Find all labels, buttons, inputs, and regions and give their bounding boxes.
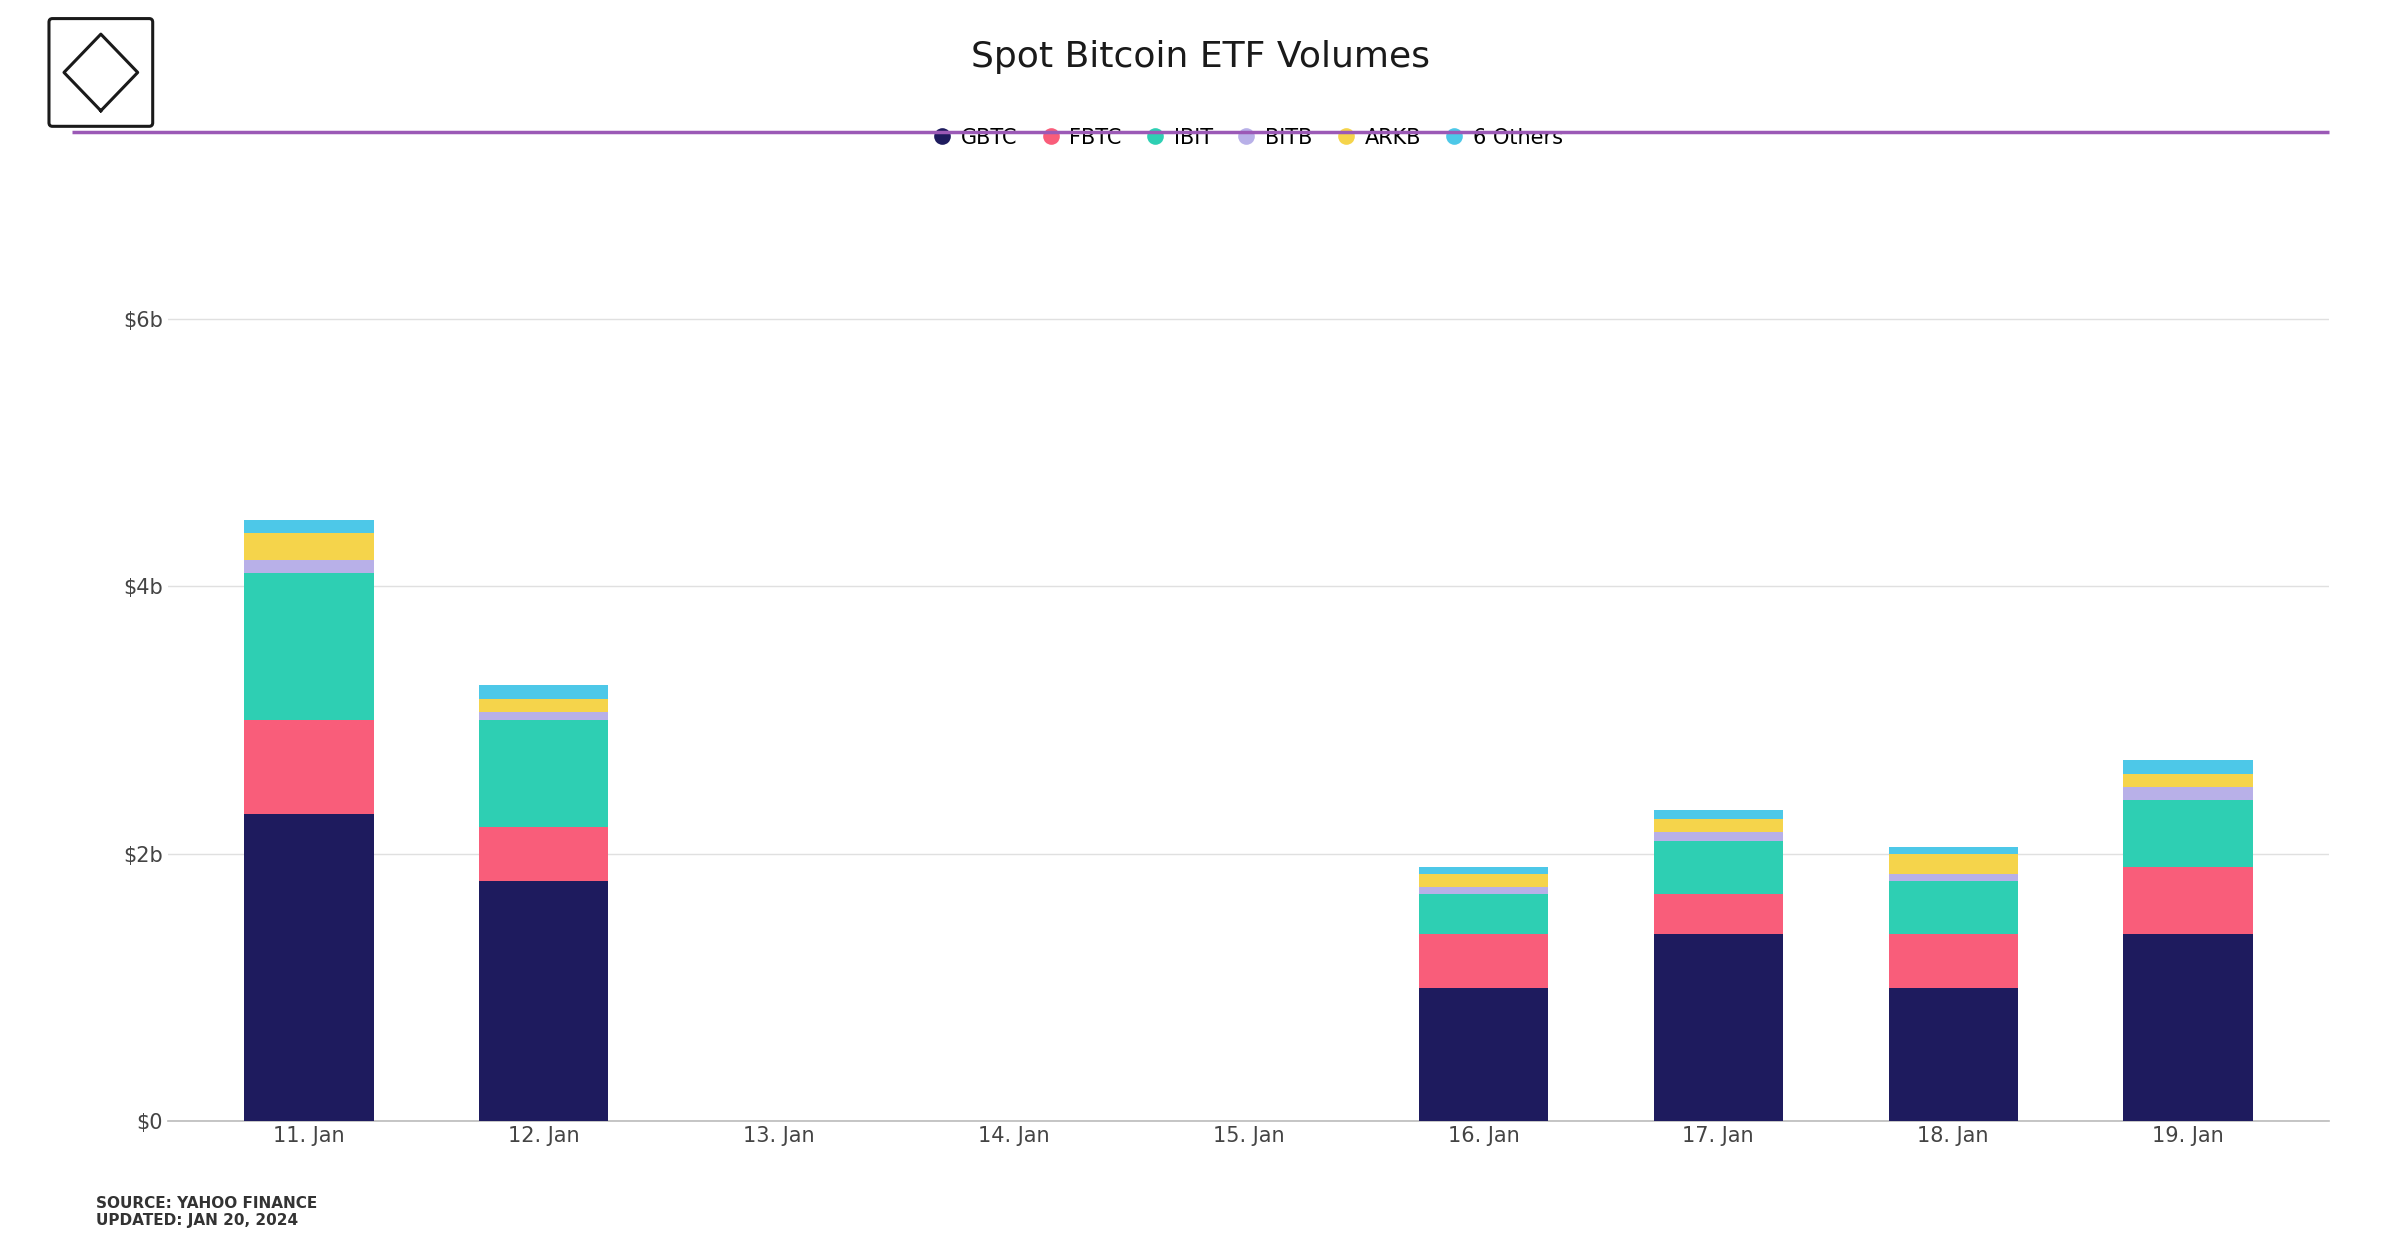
Bar: [1654, 840, 1784, 895]
Bar: [1890, 874, 2017, 881]
Bar: [480, 685, 607, 699]
Bar: [1890, 934, 2017, 988]
Bar: [2122, 774, 2252, 788]
Bar: [1654, 895, 1784, 934]
Bar: [1890, 847, 2017, 854]
Bar: [245, 519, 375, 533]
Text: Spot Bitcoin ETF Volumes: Spot Bitcoin ETF Volumes: [970, 40, 1431, 73]
Bar: [1654, 934, 1784, 1121]
Legend: GBTC, FBTC, IBIT, BITB, ARKB, 6 Others: GBTC, FBTC, IBIT, BITB, ARKB, 6 Others: [934, 127, 1563, 149]
Bar: [2122, 760, 2252, 774]
Bar: [1890, 988, 2017, 1121]
Bar: [1654, 819, 1784, 833]
Bar: [1654, 810, 1784, 819]
Bar: [1890, 854, 2017, 874]
Bar: [1890, 881, 2017, 934]
Bar: [2122, 800, 2252, 867]
Bar: [1419, 895, 1549, 934]
Bar: [2122, 867, 2252, 934]
Bar: [480, 881, 607, 1121]
Bar: [1419, 934, 1549, 988]
Bar: [245, 559, 375, 573]
Bar: [1419, 874, 1549, 887]
Bar: [1419, 867, 1549, 874]
Text: SOURCE: YAHOO FINANCE
UPDATED: JAN 20, 2024: SOURCE: YAHOO FINANCE UPDATED: JAN 20, 2…: [96, 1196, 317, 1228]
Bar: [1419, 988, 1549, 1121]
Bar: [480, 721, 607, 827]
Bar: [245, 533, 375, 559]
Bar: [245, 814, 375, 1121]
Bar: [1419, 887, 1549, 895]
Bar: [1654, 833, 1784, 840]
Bar: [2122, 934, 2252, 1121]
Bar: [480, 827, 607, 881]
Bar: [245, 721, 375, 814]
Bar: [480, 712, 607, 721]
Bar: [245, 573, 375, 721]
Bar: [480, 699, 607, 712]
Bar: [2122, 788, 2252, 800]
